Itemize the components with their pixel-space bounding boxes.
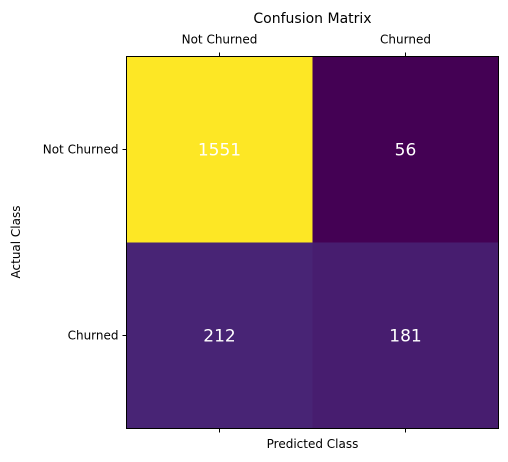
cell-value-label: 181	[389, 327, 421, 347]
heatmap-cell	[312, 56, 499, 243]
x-axis-label: Predicted Class	[267, 437, 359, 451]
axis-ticks: Not Churned Churned Not Churned Churned	[43, 33, 431, 433]
cell-value-label: 1551	[198, 141, 241, 161]
cell-value-label: 56	[395, 141, 417, 161]
y-tick-label: Not Churned	[43, 143, 119, 157]
x-tick-label: Churned	[380, 33, 431, 47]
heatmap-cell	[312, 242, 499, 429]
y-tick-label: Churned	[68, 329, 119, 343]
cell-value-labels: 1551 56 212 181	[198, 141, 422, 347]
chart-title: Confusion Matrix	[253, 11, 371, 27]
plot-frame	[126, 56, 499, 429]
heatmap-cells	[126, 56, 499, 429]
y-axis-label: Actual Class	[9, 206, 23, 279]
cell-value-label: 212	[203, 327, 235, 347]
x-tick-label: Not Churned	[182, 33, 258, 47]
heatmap-cell	[126, 242, 313, 429]
heatmap-cell	[126, 56, 313, 243]
